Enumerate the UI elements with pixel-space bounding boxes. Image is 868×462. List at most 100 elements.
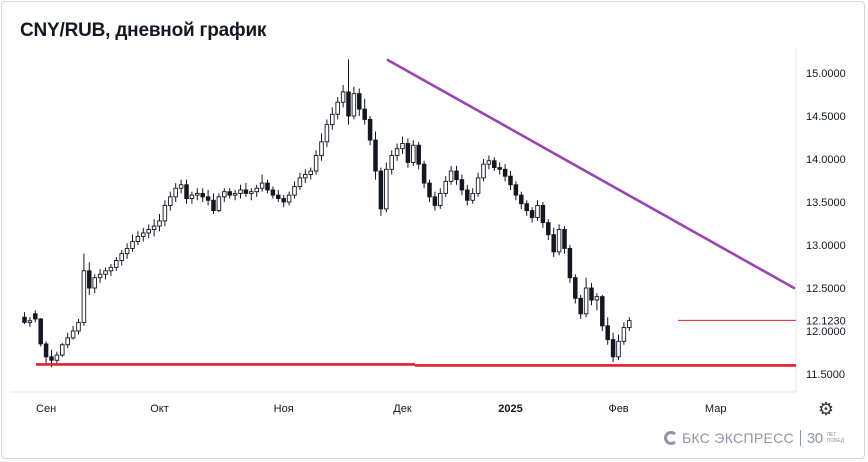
candles-layer	[22, 59, 632, 368]
candle-body-down	[378, 170, 384, 210]
candle	[286, 191, 292, 206]
candle-body-down	[508, 175, 513, 186]
candle-body-down	[589, 287, 594, 301]
candle	[610, 332, 616, 362]
candle	[621, 322, 627, 345]
candle-body-up	[130, 241, 135, 249]
candle	[238, 184, 243, 199]
candle	[416, 141, 421, 170]
candle-body-down	[540, 204, 546, 224]
candle-body-down	[211, 199, 216, 212]
candle	[551, 227, 556, 258]
candle-body-down	[546, 222, 551, 236]
candle	[394, 143, 400, 161]
candle	[427, 179, 432, 202]
candle-body-down	[357, 93, 362, 110]
candle	[265, 179, 270, 194]
candle	[38, 318, 43, 347]
candle-body-up	[411, 144, 416, 163]
candle-body-up	[103, 270, 108, 275]
candle	[130, 234, 135, 252]
candle-body-up	[178, 184, 184, 189]
candle	[556, 224, 562, 256]
candle	[92, 274, 97, 294]
candle-body-up	[157, 220, 162, 227]
y-tick-label: 13.5000	[806, 197, 846, 209]
candle-body-down	[200, 192, 205, 198]
candle-body-up	[92, 277, 97, 289]
candle	[108, 263, 114, 276]
candle-body-up	[135, 235, 141, 243]
candle	[513, 181, 519, 201]
candle-body-up	[97, 273, 103, 279]
candle-body-up	[583, 287, 589, 315]
candle	[540, 202, 546, 228]
candle	[535, 200, 540, 221]
candle	[173, 183, 178, 202]
candle	[81, 253, 87, 326]
chart-title: CNY/RUB, дневной график	[20, 20, 267, 41]
candle	[330, 107, 335, 130]
candle-body-down	[524, 203, 529, 212]
candle	[567, 245, 573, 283]
candle	[492, 157, 497, 172]
candle-body-up	[627, 320, 632, 329]
candle-body-up	[65, 337, 70, 346]
candle-body-down	[49, 356, 54, 361]
candle	[583, 277, 589, 318]
candle	[146, 224, 151, 239]
candle-body-up	[168, 196, 173, 206]
candle-body-up	[340, 91, 346, 103]
candle-body-down	[551, 234, 556, 253]
candle	[562, 226, 567, 254]
candle-body-down	[454, 170, 459, 181]
y-tick-label: 12.0000	[806, 326, 846, 338]
candle	[546, 219, 551, 240]
candle-body-up	[330, 113, 335, 126]
candle	[232, 189, 238, 201]
candle	[529, 207, 535, 223]
candle	[70, 325, 76, 340]
settings-gear-icon[interactable]: ⚙	[817, 399, 835, 419]
candle	[443, 176, 448, 197]
candle	[573, 274, 578, 304]
candle	[292, 181, 297, 199]
candle	[178, 179, 184, 194]
brand-separator	[799, 430, 801, 446]
candle-body-up	[616, 340, 621, 358]
candle-body-up	[108, 266, 114, 272]
candle	[200, 188, 205, 202]
x-tick-label: Мар	[705, 403, 727, 415]
brand-logo: БКС ЭКСПРЕСС 30 ЛЕТ ПОБЕД	[664, 428, 845, 448]
candle-body-up	[216, 196, 222, 212]
candle-body-up	[286, 194, 292, 203]
candle-body-down	[416, 144, 421, 165]
candle-body-up	[189, 194, 195, 200]
candle	[297, 172, 303, 190]
candle-body-down	[281, 198, 286, 203]
candle	[27, 317, 33, 327]
candle	[22, 312, 27, 325]
candle-body-down	[33, 313, 38, 320]
x-tick-label: 2025	[498, 403, 522, 415]
candle-body-down	[562, 229, 567, 249]
candle-body-up	[313, 155, 319, 172]
candle-body-up	[70, 330, 76, 339]
candle-body-up	[141, 232, 146, 237]
candle	[141, 227, 146, 242]
x-axis: Сен Окт Ноя Дек 2025 Фев Мар	[36, 403, 726, 415]
candle-body-down	[421, 163, 427, 184]
y-tick-label: 14.0000	[806, 154, 846, 166]
candle	[335, 97, 340, 120]
y-tick-label: 11.5000	[806, 369, 845, 381]
candle-body-down	[459, 179, 465, 191]
candle	[605, 317, 610, 345]
candle	[119, 250, 124, 266]
candle	[432, 191, 438, 211]
candle-body-down	[578, 297, 583, 315]
candle-body-up	[162, 204, 168, 222]
candle-body-up	[319, 141, 324, 157]
candle-body-down	[367, 118, 373, 141]
candle-body-down	[405, 143, 411, 163]
candle	[357, 88, 362, 116]
